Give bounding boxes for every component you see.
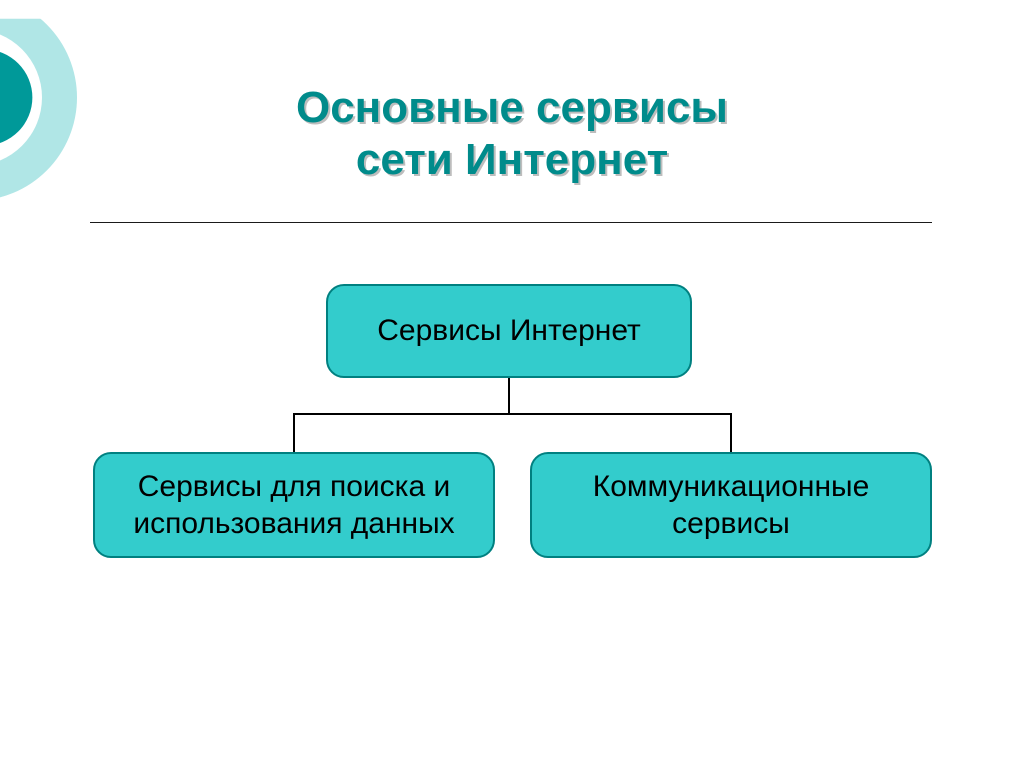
diagram-node-right: Коммуникационныесервисы xyxy=(530,452,932,558)
connector xyxy=(293,413,732,415)
connector xyxy=(508,378,510,414)
node-label: Сервисы Интернет xyxy=(377,312,641,350)
node-label: Коммуникационныесервисы xyxy=(593,468,870,543)
connector xyxy=(730,414,732,452)
node-label: Сервисы для поиска ииспользования данных xyxy=(133,468,454,543)
diagram-node-left: Сервисы для поиска ииспользования данных xyxy=(93,452,495,558)
connector xyxy=(293,414,295,452)
title-divider xyxy=(90,222,932,223)
diagram-node-root: Сервисы Интернет xyxy=(326,284,692,378)
slide-title: Основные сервисы сети Интернет Основные … xyxy=(0,82,1024,186)
